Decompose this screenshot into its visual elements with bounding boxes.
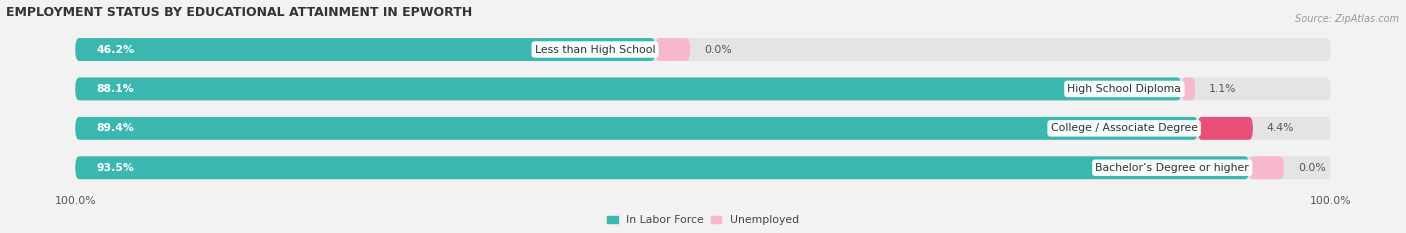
FancyBboxPatch shape [76, 38, 655, 61]
Text: High School Diploma: High School Diploma [1067, 84, 1181, 94]
Legend: In Labor Force, Unemployed: In Labor Force, Unemployed [607, 215, 799, 225]
FancyBboxPatch shape [76, 78, 1330, 100]
FancyBboxPatch shape [1198, 117, 1253, 140]
Text: 89.4%: 89.4% [96, 123, 134, 133]
FancyBboxPatch shape [76, 156, 1249, 179]
Text: Less than High School: Less than High School [534, 45, 655, 55]
FancyBboxPatch shape [76, 117, 1198, 140]
FancyBboxPatch shape [76, 38, 1330, 61]
Text: 1.1%: 1.1% [1209, 84, 1236, 94]
Text: 93.5%: 93.5% [96, 163, 134, 173]
Text: 0.0%: 0.0% [1298, 163, 1326, 173]
Text: 4.4%: 4.4% [1267, 123, 1295, 133]
Text: 0.0%: 0.0% [704, 45, 733, 55]
FancyBboxPatch shape [76, 156, 1330, 179]
FancyBboxPatch shape [76, 117, 1330, 140]
FancyBboxPatch shape [655, 38, 690, 61]
FancyBboxPatch shape [1249, 156, 1284, 179]
FancyBboxPatch shape [1181, 78, 1195, 100]
Text: College / Associate Degree: College / Associate Degree [1050, 123, 1198, 133]
Text: 46.2%: 46.2% [96, 45, 135, 55]
FancyBboxPatch shape [76, 78, 1181, 100]
Text: Source: ZipAtlas.com: Source: ZipAtlas.com [1295, 14, 1399, 24]
Text: 88.1%: 88.1% [96, 84, 134, 94]
Text: Bachelor’s Degree or higher: Bachelor’s Degree or higher [1095, 163, 1249, 173]
Text: EMPLOYMENT STATUS BY EDUCATIONAL ATTAINMENT IN EPWORTH: EMPLOYMENT STATUS BY EDUCATIONAL ATTAINM… [6, 6, 472, 19]
